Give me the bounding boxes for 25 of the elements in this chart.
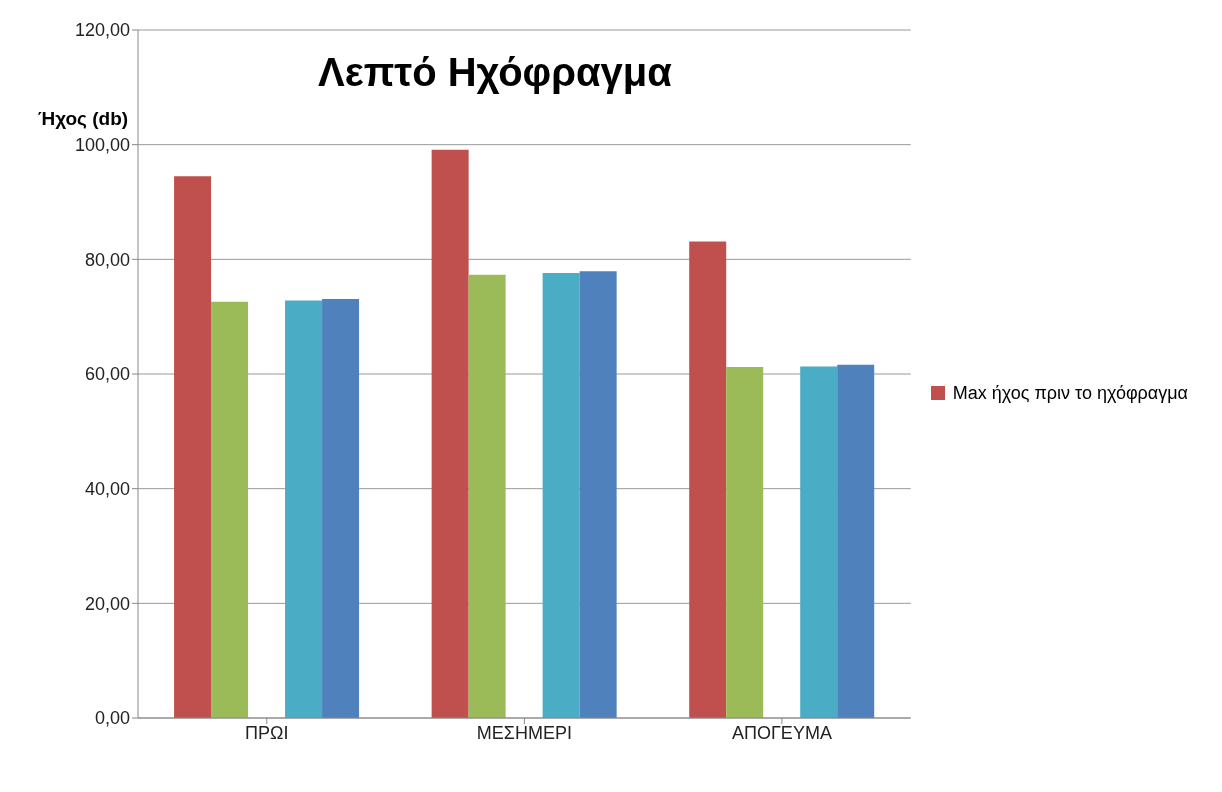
- bar: [800, 366, 838, 718]
- bar: [726, 367, 764, 718]
- bar: [468, 274, 506, 718]
- bar: [431, 149, 469, 718]
- y-tick-label: 100,00: [74, 135, 130, 156]
- bar: [322, 298, 360, 718]
- y-tick-label: 120,00: [74, 20, 130, 41]
- bar: [579, 271, 617, 718]
- y-tick-label: 80,00: [84, 249, 130, 270]
- y-tick-label: 20,00: [84, 593, 130, 614]
- legend-label: Max ήχος πριν το ηχόφραγμα: [952, 382, 1188, 404]
- y-tick-label: 40,00: [84, 479, 130, 500]
- x-tick-label: ΜΕΣΗΜΕΡΙ: [476, 722, 572, 743]
- bar: [542, 273, 580, 718]
- x-tick-label: ΠΡΩΙ: [245, 722, 289, 743]
- x-tick-label: ΑΠΟΓΕΥΜΑ: [731, 722, 832, 743]
- bar: [285, 300, 323, 718]
- y-tick-label: 0,00: [94, 708, 130, 729]
- bar: [174, 176, 212, 718]
- y-axis-title: Ήχος (db): [38, 108, 129, 130]
- bar: [837, 364, 875, 718]
- bar: [211, 301, 249, 718]
- bar: [689, 241, 727, 718]
- y-tick-label: 60,00: [84, 364, 130, 385]
- text: Λεπτό Ηχόφραγμα: [318, 50, 672, 95]
